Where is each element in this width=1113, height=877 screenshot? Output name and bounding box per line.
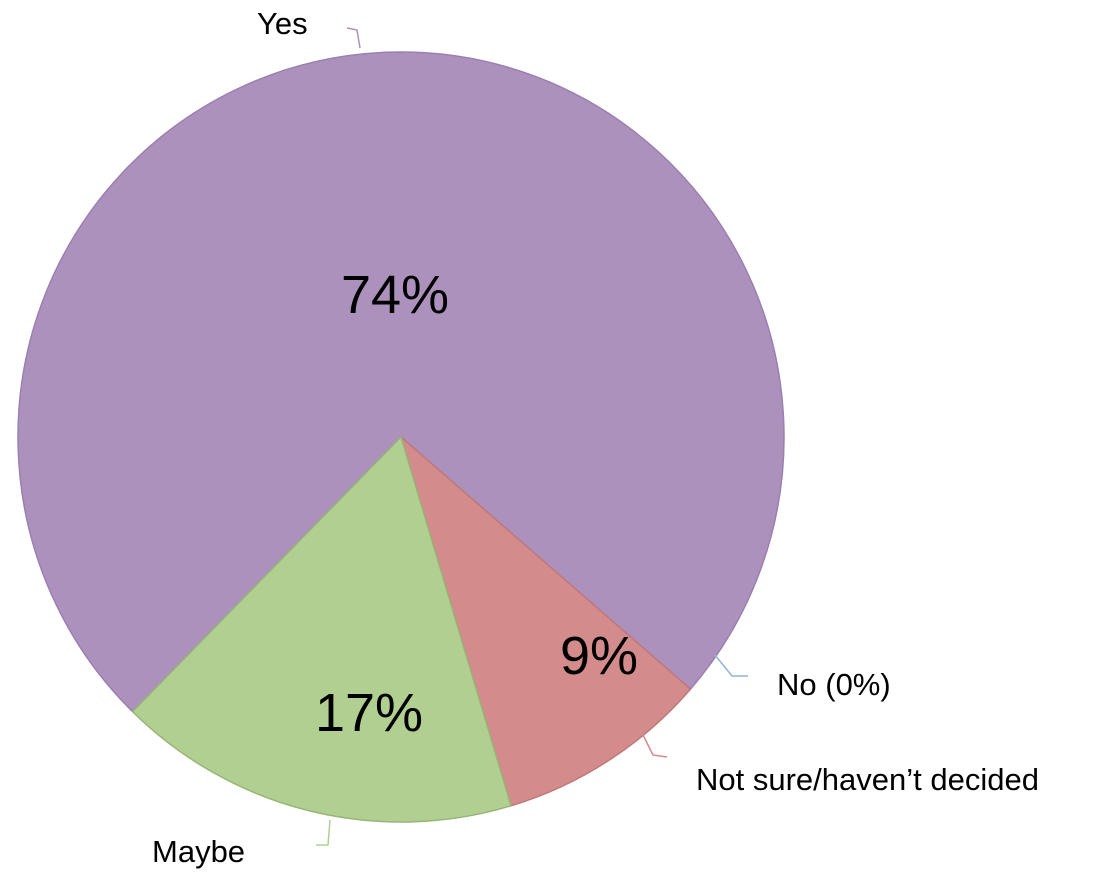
data-label-maybe: 17% xyxy=(315,683,423,743)
slices-layer xyxy=(17,51,785,823)
pie-slice-not-sure-haven-t-decided xyxy=(400,436,692,807)
leader-line-yes xyxy=(346,27,361,49)
category-label-maybe: Maybe xyxy=(152,834,245,869)
data-label-yes: 74% xyxy=(341,265,449,325)
data-label-not-sure: 9% xyxy=(560,626,638,686)
pie-slice-yes xyxy=(17,51,785,713)
leader-lines xyxy=(316,27,748,846)
leader-line-no-0 xyxy=(714,654,748,677)
leader-line-not-sure-haven-t-decided xyxy=(642,734,668,758)
leader-line-maybe xyxy=(316,819,331,846)
pie-slice-maybe xyxy=(131,436,512,823)
category-label-no: No (0%) xyxy=(777,667,891,702)
category-label-not-sure: Not sure/haven’t decided xyxy=(696,762,1039,797)
category-label-yes: Yes xyxy=(257,6,308,41)
